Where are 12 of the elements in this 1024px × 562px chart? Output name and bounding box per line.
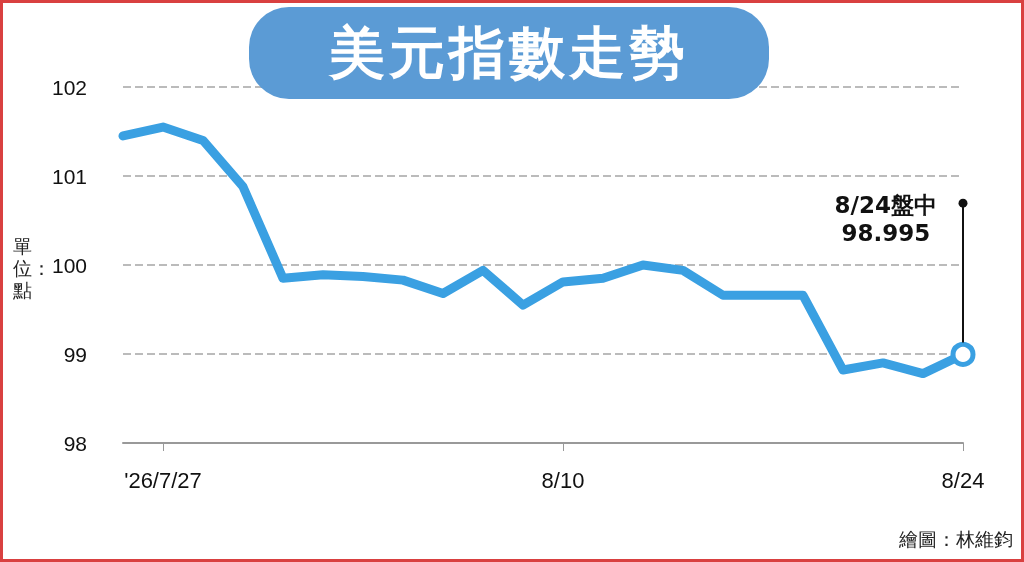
x-tick-label: '26/7/27 <box>124 467 202 493</box>
y-tick-label: 101 <box>51 164 87 188</box>
text: 繪圖：林維鈞 <box>899 527 1013 552</box>
y-tick-label: 102 <box>51 75 87 99</box>
chart-title: 美元指數走勢 <box>249 7 769 99</box>
y-tick-label: 100 <box>51 253 87 277</box>
y-tick-label: 98 <box>63 431 87 455</box>
x-tick-label: 8/10 <box>541 467 585 493</box>
y-tick-label: 99 <box>63 342 87 366</box>
annotation: 8/24盤中 98.995 <box>834 191 937 248</box>
y-axis-title: 單位：點 <box>13 235 51 301</box>
x-tick-label: 8/24 <box>941 467 985 493</box>
